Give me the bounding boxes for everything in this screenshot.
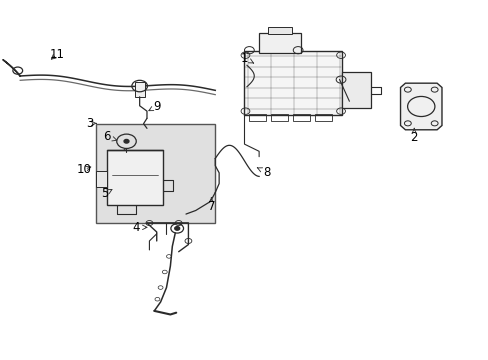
Circle shape [124, 139, 129, 143]
Text: 11: 11 [49, 48, 64, 61]
Text: 6: 6 [103, 130, 117, 144]
Bar [293, 114, 310, 121]
Text: 2: 2 [409, 129, 417, 144]
Bar [267, 27, 292, 34]
Polygon shape [400, 83, 441, 130]
Text: 9: 9 [148, 100, 160, 113]
Text: 1: 1 [240, 51, 253, 64]
Bar [96, 171, 107, 187]
Bar [271, 114, 288, 121]
Bar [249, 114, 266, 121]
Text: 4: 4 [132, 221, 146, 234]
Bar [244, 51, 341, 116]
Text: 8: 8 [257, 166, 269, 179]
Text: 5: 5 [101, 187, 112, 200]
Bar [96, 125, 215, 223]
Bar [107, 149, 163, 205]
Bar [315, 114, 331, 121]
Bar [341, 72, 370, 108]
Circle shape [174, 226, 179, 230]
Text: 3: 3 [86, 117, 96, 130]
Bar [135, 82, 144, 97]
Bar [259, 33, 300, 53]
Text: 7: 7 [207, 198, 215, 213]
Text: 10: 10 [77, 163, 92, 176]
